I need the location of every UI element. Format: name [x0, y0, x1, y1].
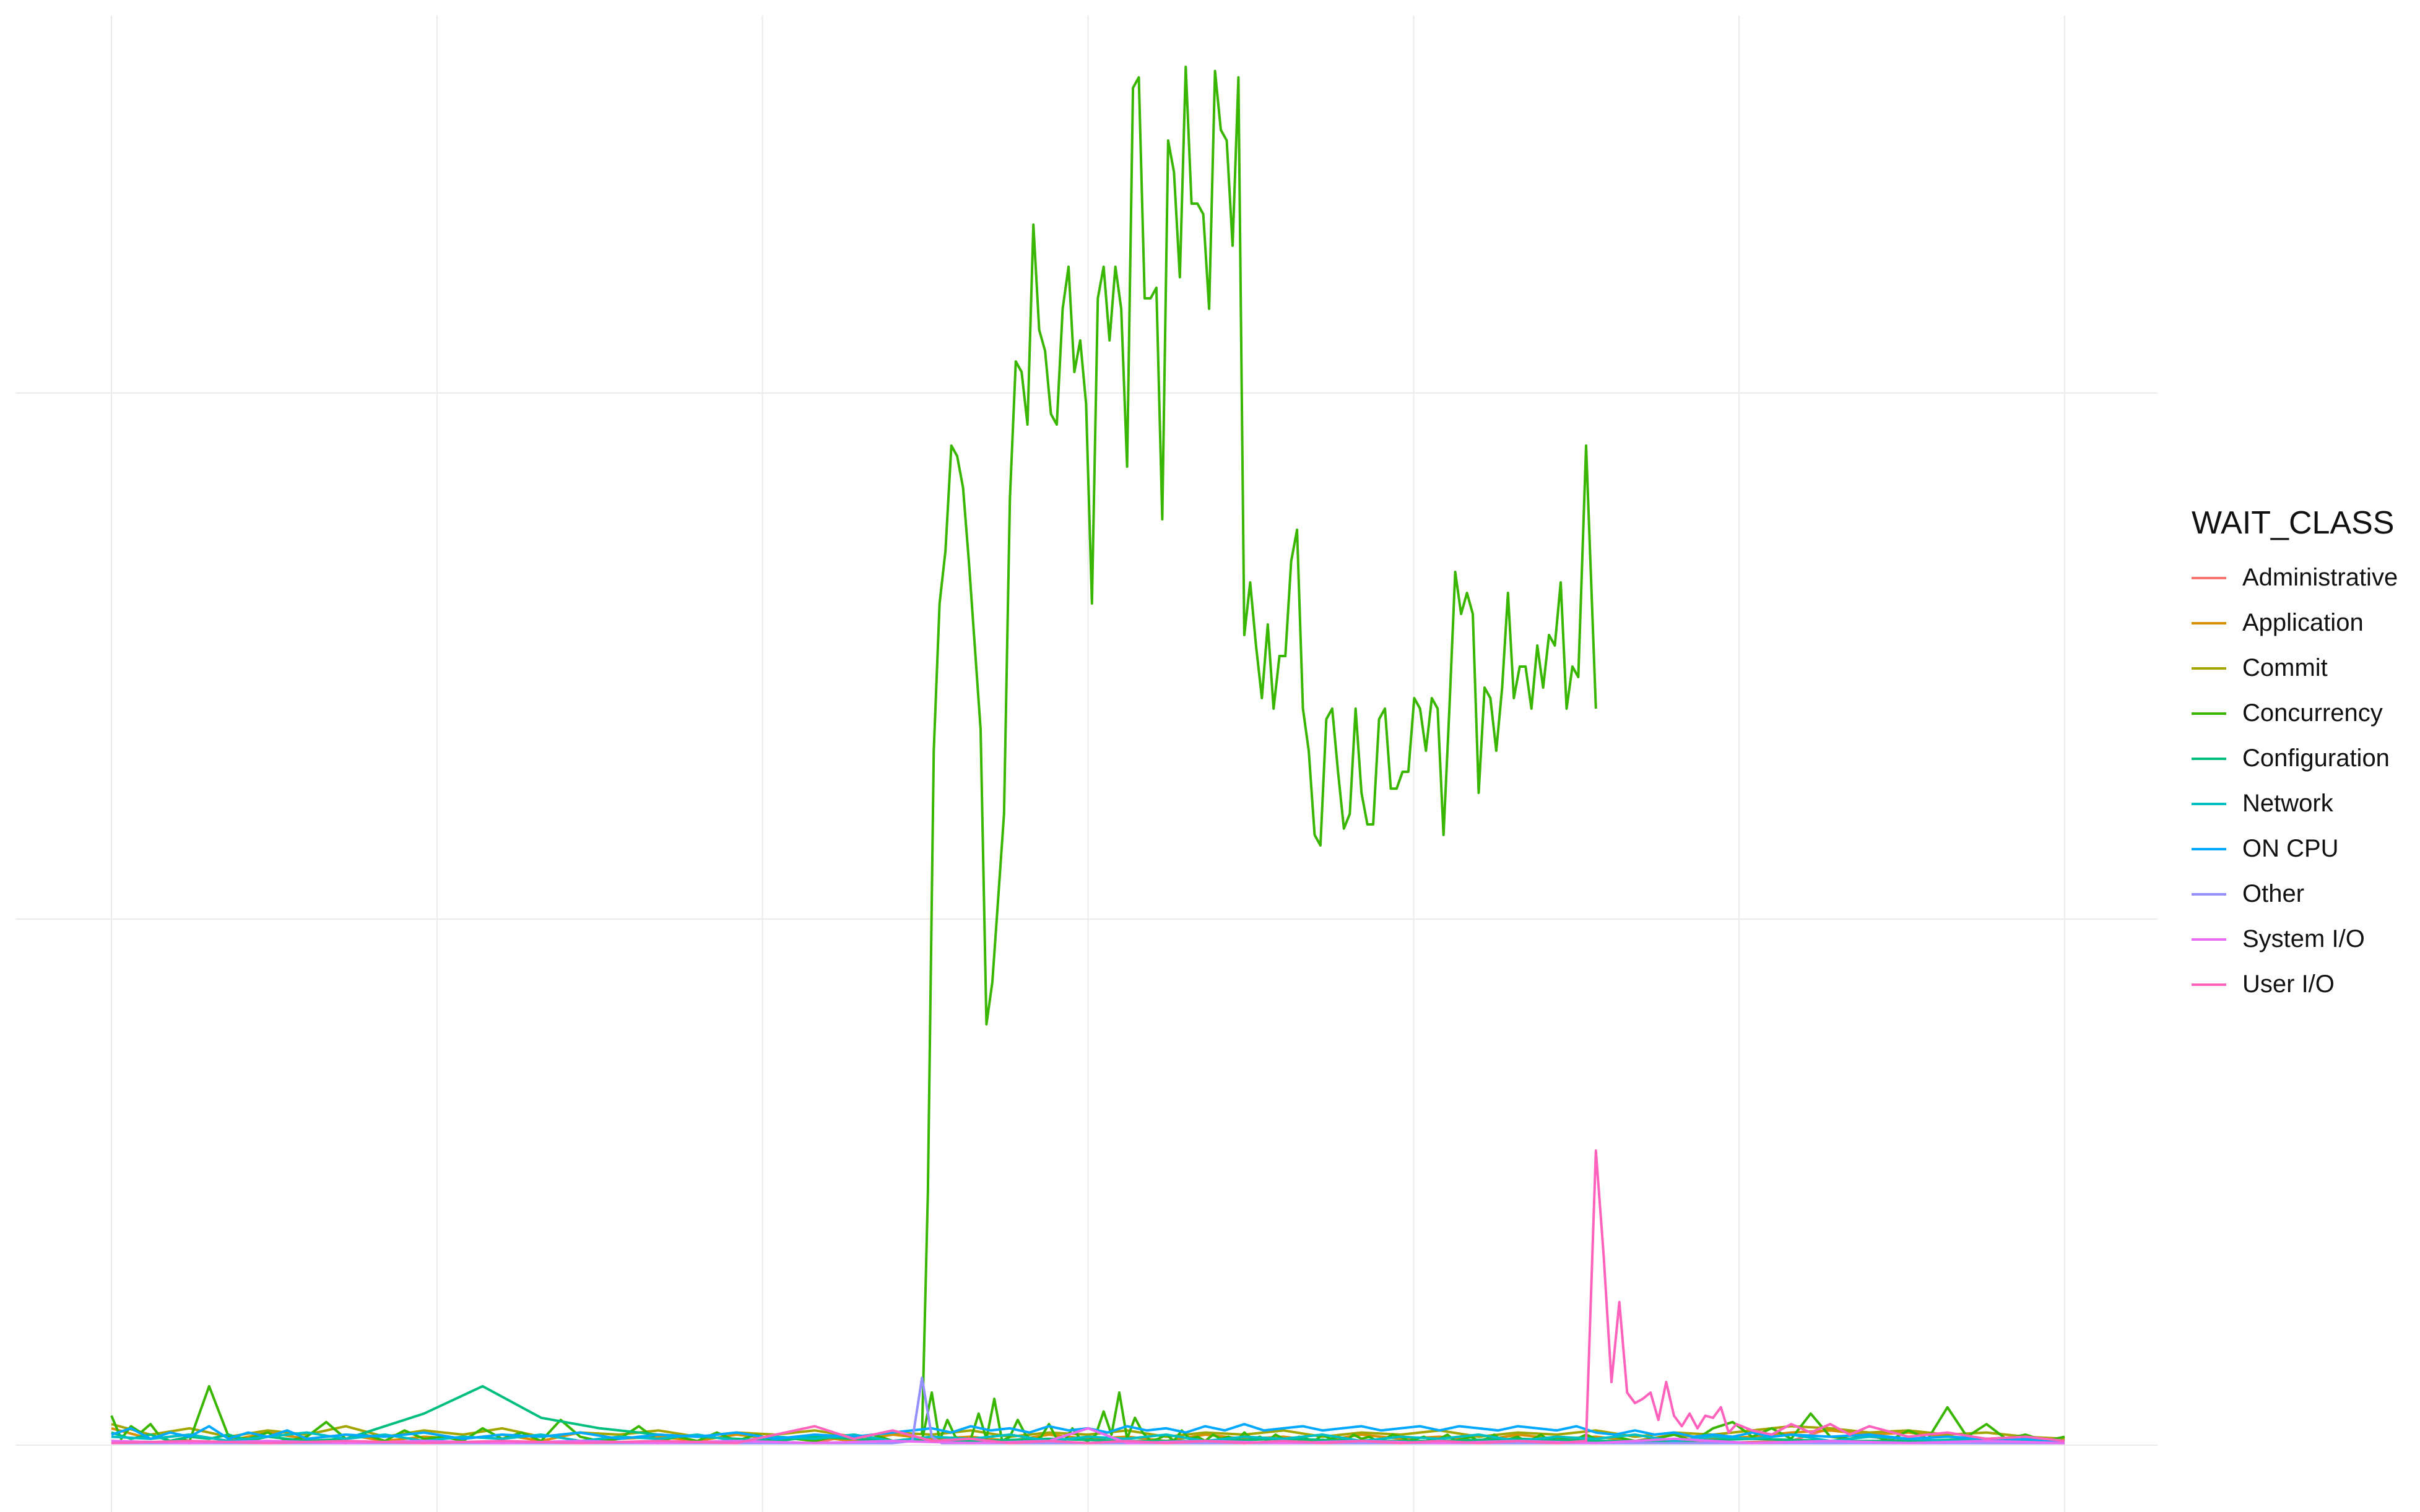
legend-label: Commit: [2242, 654, 2328, 681]
legend-swatch: [2192, 757, 2226, 760]
legend: WAIT_CLASS Administrative Application Comm…: [2192, 504, 2398, 1007]
legend-item: Concurrency: [2192, 691, 2398, 736]
legend-label: System I/O: [2242, 925, 2365, 953]
legend-label: Concurrency: [2242, 699, 2383, 727]
series-line-concurrency-peak-: [921, 66, 1597, 1435]
legend-label: Application: [2242, 609, 2364, 636]
legend-swatch: [2192, 802, 2226, 805]
legend-swatch: [2192, 938, 2226, 941]
legend-swatch: [2192, 983, 2226, 986]
series-line-commit: [111, 1423, 2065, 1440]
legend-item: Application: [2192, 600, 2398, 646]
legend-swatch: [2192, 847, 2226, 850]
legend-label: Network: [2242, 790, 2333, 817]
legend-label: Configuration: [2242, 745, 2390, 772]
legend-item: User I/O: [2192, 962, 2398, 1007]
legend-item: Other: [2192, 871, 2398, 917]
legend-swatch: [2192, 576, 2226, 579]
series-lines: [110, 66, 2065, 1445]
series-line-network: [111, 1431, 2065, 1443]
series-line-on-cpu: [111, 1423, 2065, 1443]
legend-label: ON CPU: [2242, 835, 2339, 862]
legend-item: Commit: [2192, 646, 2398, 691]
legend-swatch: [2192, 621, 2226, 624]
legend-item: ON CPU: [2192, 826, 2398, 871]
legend-label: User I/O: [2242, 970, 2335, 998]
legend-item: Configuration: [2192, 736, 2398, 781]
gridlines: [15, 15, 2158, 1512]
legend-item: Administrative: [2192, 555, 2398, 600]
legend-items: Administrative Application Commit Concurren…: [2192, 555, 2398, 1007]
legend-swatch: [2192, 892, 2226, 896]
legend-label: Other: [2242, 880, 2305, 907]
series-line-user-i-o: [111, 1149, 2065, 1445]
legend-swatch: [2192, 712, 2226, 715]
legend-title: WAIT_CLASS: [2192, 505, 2395, 541]
legend-item: System I/O: [2192, 917, 2398, 962]
legend-label: Administrative: [2242, 564, 2398, 591]
legend-swatch: [2192, 667, 2226, 670]
legend-item: Network: [2192, 781, 2398, 826]
